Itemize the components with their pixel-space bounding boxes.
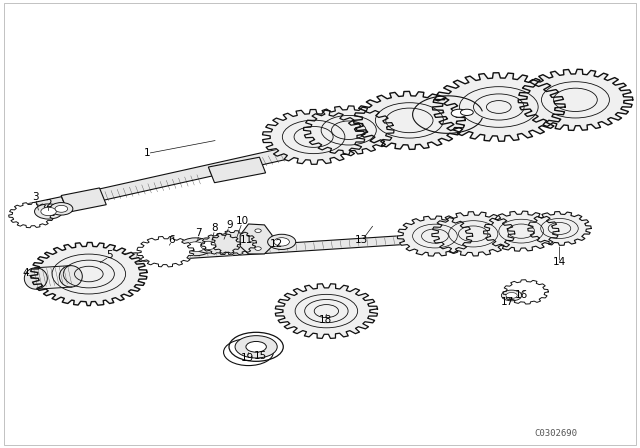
Text: 11: 11: [240, 235, 253, 245]
Ellipse shape: [501, 290, 522, 301]
Polygon shape: [433, 73, 565, 141]
Ellipse shape: [268, 234, 296, 250]
Text: C0302690: C0302690: [535, 429, 578, 439]
Polygon shape: [17, 104, 482, 218]
Polygon shape: [240, 224, 272, 254]
Polygon shape: [518, 69, 633, 130]
Text: 10: 10: [236, 216, 249, 226]
Ellipse shape: [451, 109, 467, 117]
Ellipse shape: [255, 247, 261, 250]
Polygon shape: [9, 202, 54, 228]
Ellipse shape: [229, 332, 284, 362]
Ellipse shape: [274, 238, 289, 246]
Ellipse shape: [35, 204, 63, 219]
Polygon shape: [275, 284, 378, 338]
Polygon shape: [354, 91, 465, 149]
Polygon shape: [432, 212, 515, 256]
Polygon shape: [503, 280, 548, 304]
Ellipse shape: [179, 238, 212, 256]
Polygon shape: [262, 109, 365, 164]
Ellipse shape: [24, 268, 47, 289]
Text: 12: 12: [270, 239, 283, 249]
Ellipse shape: [186, 242, 205, 252]
Polygon shape: [211, 231, 257, 255]
Text: 13: 13: [355, 235, 368, 245]
Ellipse shape: [200, 241, 216, 250]
Text: 15: 15: [253, 351, 267, 361]
Polygon shape: [23, 197, 68, 219]
Polygon shape: [528, 211, 591, 246]
Polygon shape: [137, 237, 194, 267]
Ellipse shape: [41, 207, 56, 215]
Ellipse shape: [461, 109, 473, 116]
Polygon shape: [397, 216, 472, 256]
Ellipse shape: [148, 241, 183, 260]
Ellipse shape: [60, 266, 83, 287]
Text: 7: 7: [195, 228, 202, 238]
Polygon shape: [479, 90, 615, 115]
Polygon shape: [202, 233, 241, 254]
Ellipse shape: [506, 293, 517, 298]
Polygon shape: [112, 225, 570, 263]
Text: 4: 4: [23, 268, 29, 278]
Text: 8: 8: [211, 224, 218, 233]
Polygon shape: [209, 157, 266, 183]
Text: 14: 14: [553, 257, 566, 267]
Polygon shape: [303, 106, 394, 155]
Text: 19: 19: [241, 353, 254, 363]
Ellipse shape: [194, 238, 222, 253]
Ellipse shape: [156, 246, 175, 256]
Text: 9: 9: [226, 220, 232, 230]
Text: 17: 17: [500, 297, 514, 307]
Text: 3: 3: [33, 192, 39, 202]
Polygon shape: [483, 211, 559, 251]
Text: 5: 5: [106, 250, 113, 260]
Polygon shape: [61, 188, 106, 212]
Ellipse shape: [50, 202, 73, 215]
Ellipse shape: [55, 205, 68, 212]
Ellipse shape: [143, 252, 188, 260]
Text: 16: 16: [515, 290, 528, 301]
Polygon shape: [31, 242, 147, 306]
Ellipse shape: [143, 239, 188, 263]
Ellipse shape: [235, 336, 277, 358]
Ellipse shape: [57, 276, 121, 284]
Text: 18: 18: [319, 315, 332, 325]
Ellipse shape: [255, 229, 261, 233]
Text: 2: 2: [45, 199, 52, 209]
Ellipse shape: [246, 341, 266, 352]
Ellipse shape: [300, 313, 353, 321]
Text: 1: 1: [144, 147, 151, 158]
Text: 6: 6: [168, 235, 175, 245]
